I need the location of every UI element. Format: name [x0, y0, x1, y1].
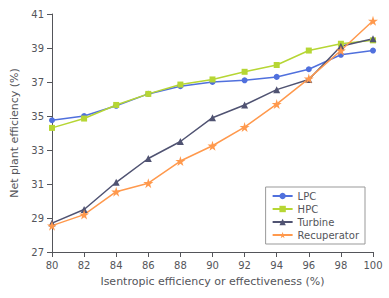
svg-text:LPC: LPC: [298, 191, 317, 202]
svg-text:90: 90: [206, 260, 219, 271]
svg-text:29: 29: [31, 213, 44, 224]
svg-text:HPC: HPC: [298, 204, 319, 215]
svg-text:86: 86: [142, 260, 155, 271]
svg-text:80: 80: [46, 260, 59, 271]
svg-text:88: 88: [174, 260, 187, 271]
svg-text:37: 37: [31, 77, 44, 88]
svg-text:33: 33: [31, 145, 44, 156]
svg-text:Turbine: Turbine: [297, 217, 335, 228]
svg-text:82: 82: [78, 260, 91, 271]
svg-text:98: 98: [335, 260, 348, 271]
svg-text:27: 27: [31, 247, 44, 258]
svg-text:39: 39: [31, 43, 44, 54]
svg-text:92: 92: [238, 260, 251, 271]
svg-text:96: 96: [302, 260, 315, 271]
svg-text:Isentropic efficiency or effec: Isentropic efficiency or effectiveness (…: [100, 275, 324, 288]
svg-text:31: 31: [31, 179, 44, 190]
svg-text:35: 35: [31, 111, 44, 122]
svg-text:Net plant efficiency (%): Net plant efficiency (%): [8, 68, 21, 198]
svg-text:41: 41: [31, 9, 44, 20]
svg-text:84: 84: [110, 260, 123, 271]
svg-text:Recuperator: Recuperator: [298, 230, 360, 241]
svg-text:94: 94: [270, 260, 283, 271]
svg-text:100: 100: [363, 260, 382, 271]
